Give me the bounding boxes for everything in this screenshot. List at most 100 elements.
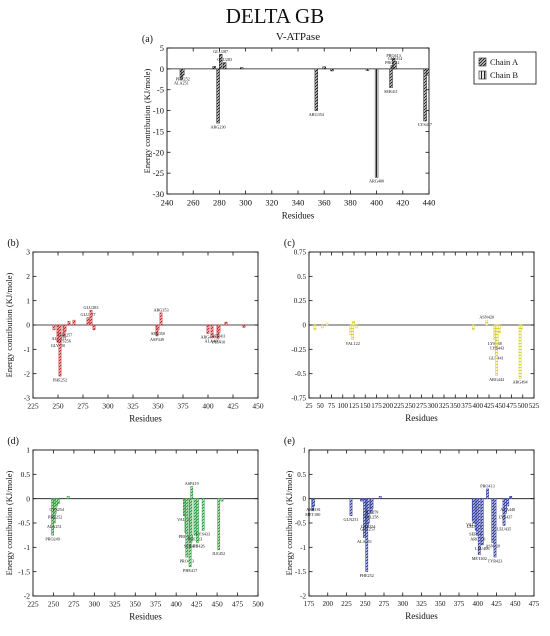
x-tick-label: 225 [27, 402, 39, 411]
x-tick-label: 450 [510, 600, 521, 608]
bar-label: ALA440 [500, 507, 515, 512]
data-bar [321, 324, 324, 329]
y-axis-label: Energy contribution (KJ/mole) [142, 69, 152, 174]
x-tick-label: 350 [450, 402, 461, 410]
data-bar [222, 62, 227, 70]
bar-label: GLY253 [360, 527, 374, 532]
data-bar [67, 321, 71, 326]
data-bar [219, 54, 223, 70]
bar-label: VAL394 [466, 522, 481, 527]
data-bar [181, 68, 185, 76]
y-tick-label: -2 [300, 592, 306, 600]
data-bar [425, 68, 430, 76]
x-tick-label: 275 [379, 600, 390, 608]
data-bar [312, 498, 315, 507]
bar-label: THR257 [58, 332, 73, 337]
data-bar [471, 324, 475, 331]
x-tick-label: 200 [383, 402, 394, 410]
x-tick-label: 200 [323, 600, 334, 608]
bar-label: ASN420 [479, 315, 494, 320]
x-tick-label: 350 [130, 600, 142, 609]
x-tick-label: 325 [439, 402, 450, 410]
data-bar [206, 324, 210, 334]
data-bar [520, 324, 523, 330]
bar-label: ILE452 [212, 551, 225, 556]
data-bar [495, 324, 499, 345]
x-tick-label: 250 [360, 600, 371, 608]
bar-label: GLN231 [344, 517, 359, 522]
bar-label: GLU287 [213, 49, 228, 54]
data-bar [52, 324, 56, 331]
bar-label: LYS256 [57, 338, 71, 343]
data-bar [210, 324, 214, 338]
x-tick-label: 100 [338, 402, 349, 410]
data-bar [190, 486, 194, 499]
y-tick-label: -30 [153, 189, 164, 199]
x-tick-label: 325 [127, 402, 139, 411]
x-axis-label: Residues [405, 611, 438, 621]
bar-label: MET402 [472, 556, 487, 561]
y-tick-label: 0.5 [21, 470, 31, 479]
data-bar [63, 324, 67, 332]
bar-label: ASP419 [185, 481, 199, 486]
x-tick-label: 320 [265, 198, 278, 208]
y-tick-label: 3 [26, 248, 30, 257]
data-bar [393, 61, 397, 70]
bar-label: ALA251 [47, 524, 62, 529]
bar-label: ARG494 [512, 380, 528, 385]
y-tick-label: -0.5 [18, 519, 30, 528]
x-tick-label: 175 [304, 600, 315, 608]
data-bar [216, 68, 220, 124]
x-tick-label: 475 [232, 600, 244, 609]
bar-label: LEU435 [497, 527, 511, 532]
data-bar [72, 319, 76, 326]
y-tick-label: -2 [24, 369, 30, 378]
data-bar [66, 495, 70, 499]
x-tick-label: 275 [416, 402, 427, 410]
data-bar [491, 498, 495, 543]
x-tick-label: 280 [213, 198, 226, 208]
x-tick-label: 340 [292, 198, 305, 208]
bar-label: GLU287 [81, 312, 96, 317]
data-bar [89, 310, 93, 326]
bar-label: LEU395 [467, 524, 481, 529]
bar-label: ARG400 [200, 335, 215, 340]
x-tick-label: 450 [211, 600, 223, 609]
x-tick-label: 420 [396, 198, 409, 208]
data-bar [196, 498, 199, 543]
chart-panel-3: 225 250 275 300 325 350 375 400 425 450 475 500 1 0.5… [4, 436, 264, 622]
y-tick-label: -0.75 [291, 394, 306, 402]
x-tick-label: 360 [318, 198, 331, 208]
x-tick-label: 375 [454, 600, 465, 608]
data-bar [389, 68, 393, 88]
bar-label: ARG230 [211, 124, 226, 129]
panel-letter: (b) [7, 238, 19, 249]
x-axis-label: Residues [282, 211, 315, 221]
y-tick-label: 2 [26, 272, 30, 281]
data-bar [212, 66, 216, 70]
data-bar [220, 498, 224, 502]
bar-label: VAL410 [177, 517, 191, 522]
y-tick-label: -1.5 [18, 567, 30, 576]
y-tick-label: 1 [303, 446, 307, 454]
data-bar [86, 317, 90, 326]
bar-label: LYS443 [490, 346, 504, 351]
data-bar [472, 498, 476, 524]
x-tick-label: 425 [191, 600, 203, 609]
bar-label: ARG400 [369, 179, 384, 184]
bar-label: GLY414 [388, 56, 403, 61]
legend-swatch [478, 57, 487, 67]
data-bar [423, 68, 427, 122]
bar-label: PHE252 [360, 573, 374, 578]
y-tick-label: 0 [26, 494, 30, 503]
bar-label: GLU283 [217, 57, 232, 62]
x-tick-label: 250 [405, 402, 416, 410]
x-tick-label: 400 [171, 600, 183, 609]
bar-label: CYS254 [50, 507, 65, 512]
bar-label: SER411 [384, 89, 398, 94]
x-tick-label: 300 [89, 600, 101, 609]
chart-title: V-ATPase [276, 31, 320, 43]
bar-label: ALA251 [357, 539, 372, 544]
bar-label: VAL258 [364, 514, 378, 519]
data-bar [477, 498, 481, 555]
